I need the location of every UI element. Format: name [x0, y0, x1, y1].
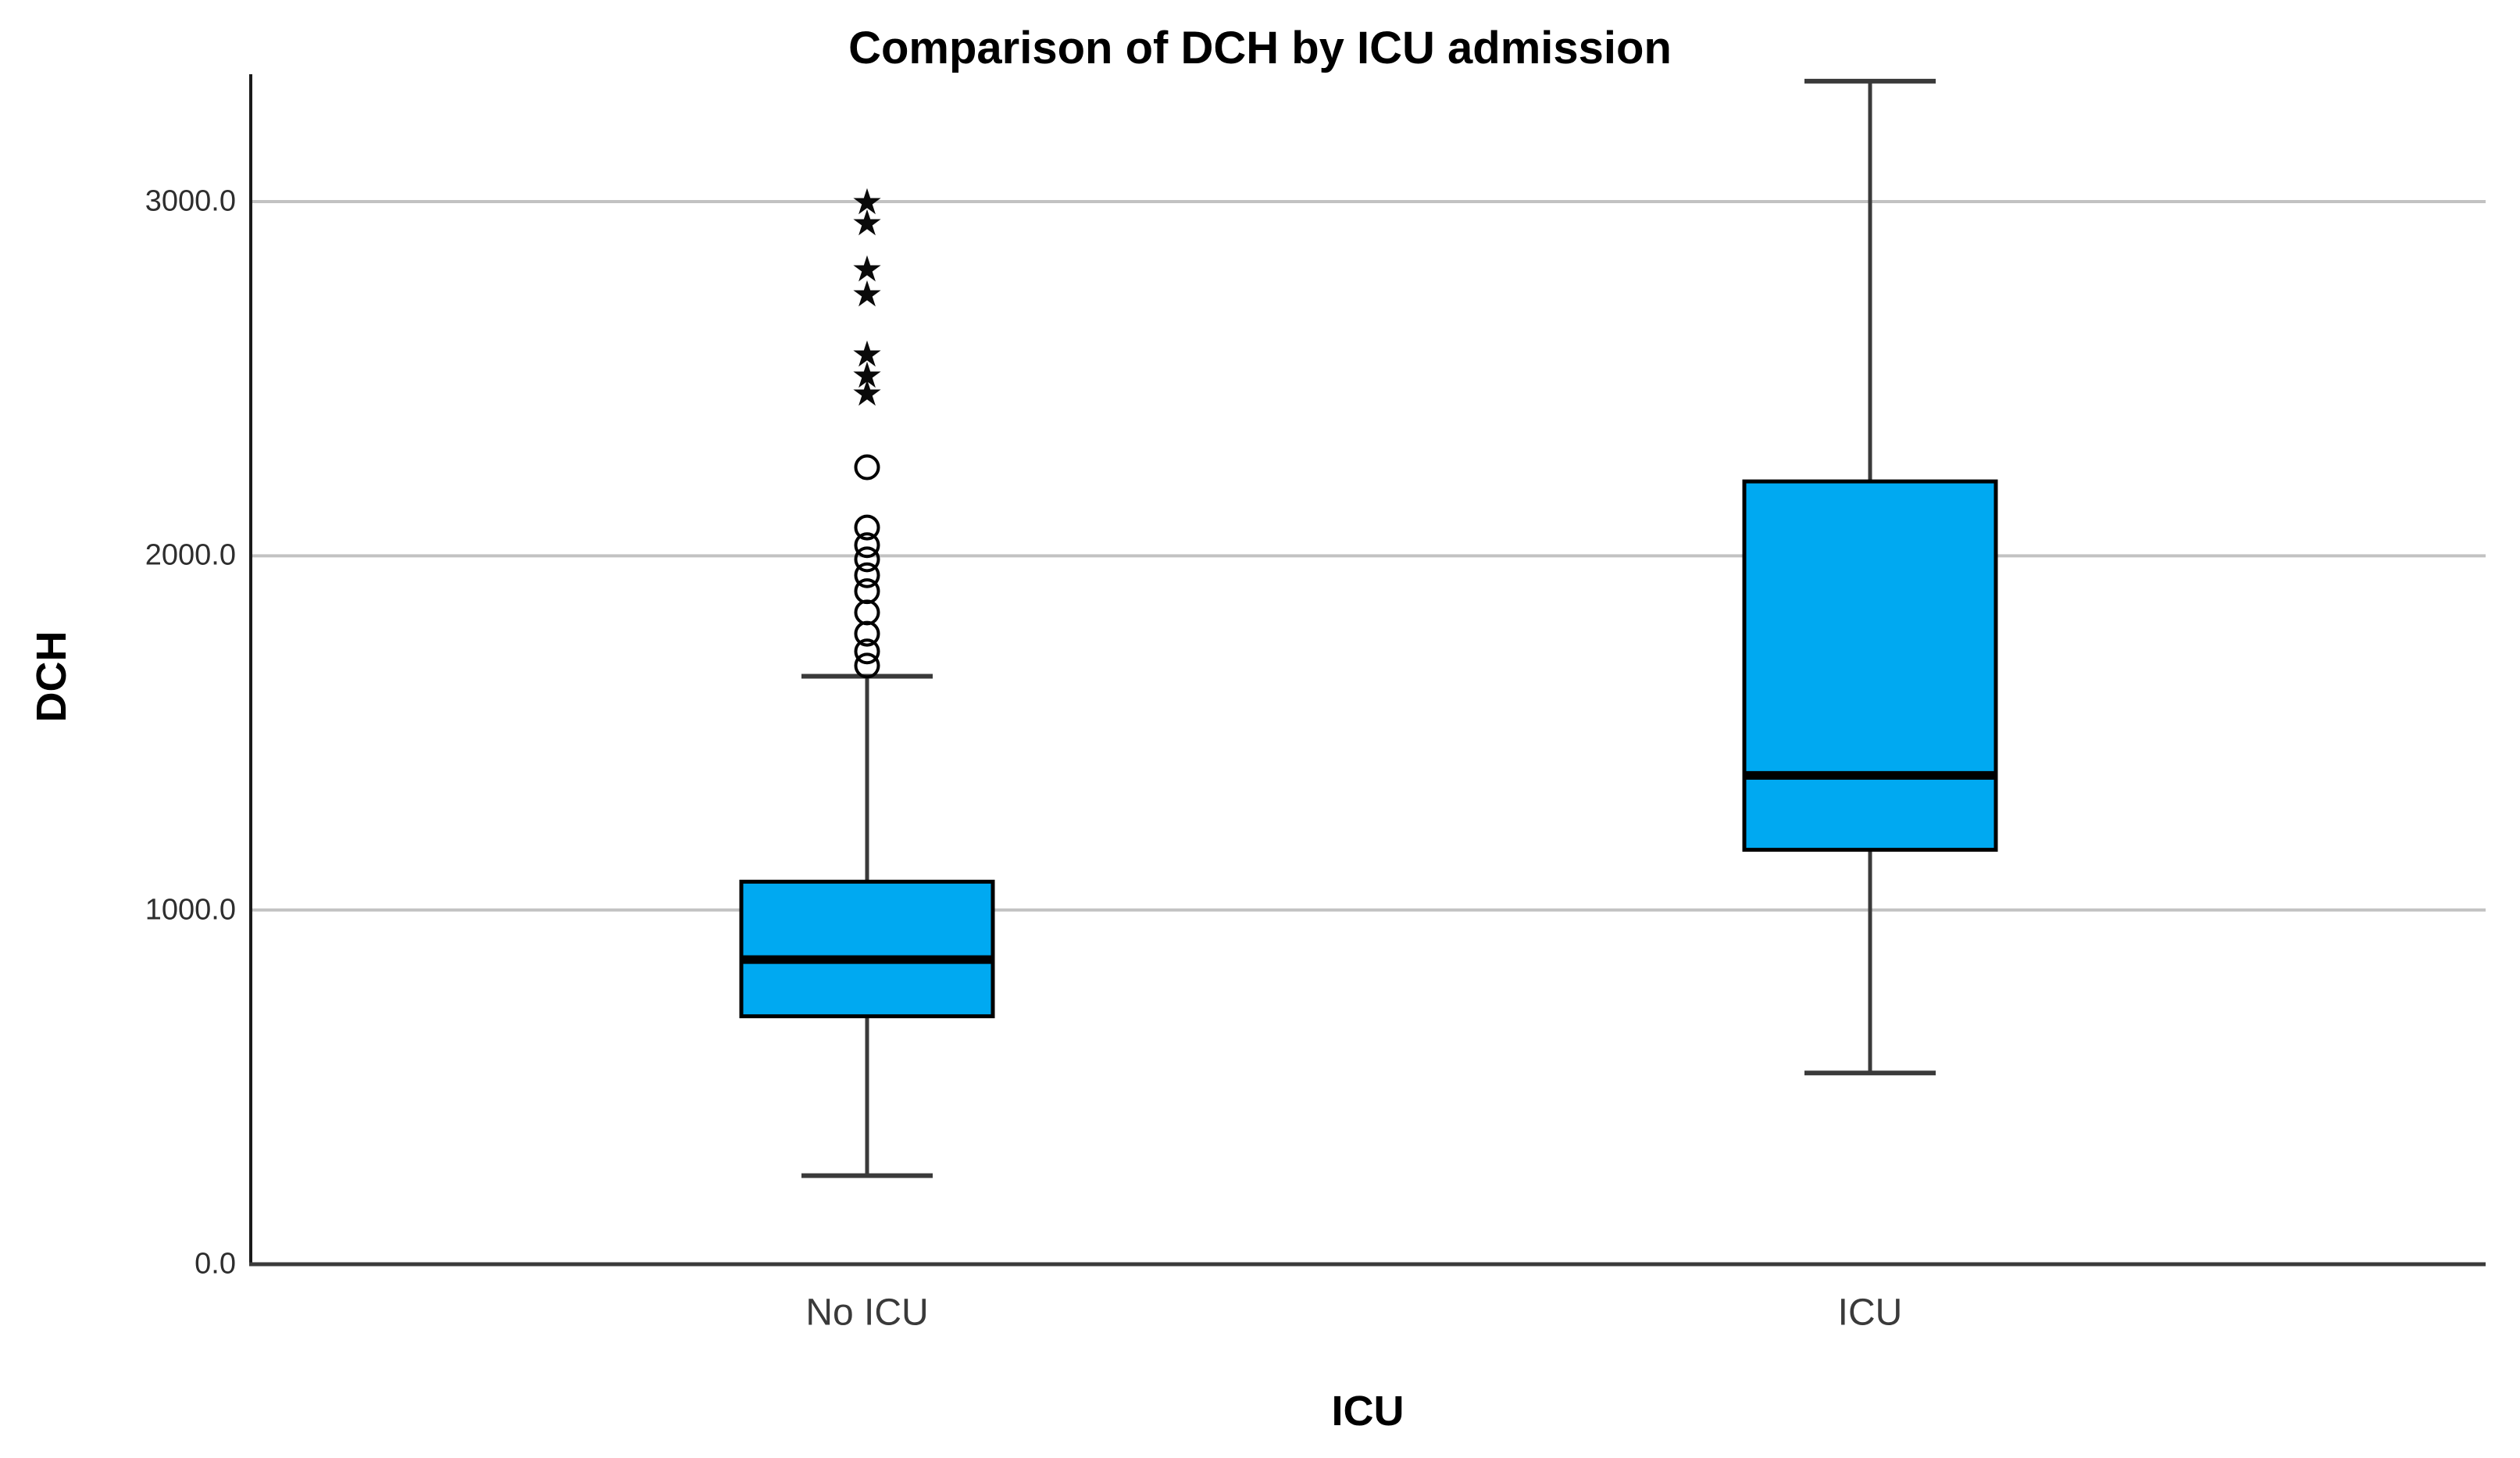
y-tick-label-3000: 3000.0 — [145, 184, 236, 218]
y-axis-title: DCH — [28, 631, 75, 723]
box-icu — [1742, 479, 1998, 852]
chart-title: Comparison of DCH by ICU admission — [848, 23, 1672, 73]
outlier-star: ★ — [851, 202, 883, 244]
outlier-star: ★ — [851, 248, 883, 290]
outlier-star: ★ — [851, 333, 883, 375]
box-no-icu — [739, 879, 995, 1019]
outlier-circle — [854, 638, 880, 665]
y-tick-label-2000: 2000.0 — [145, 538, 236, 572]
outlier-circle — [854, 546, 880, 573]
outlier-circle — [854, 652, 880, 679]
outlier-circle — [854, 578, 880, 605]
x-axis-title: ICU — [1331, 1388, 1405, 1435]
y-tick-label-1000: 1000.0 — [145, 893, 236, 927]
y-tick-label-0: 0.0 — [195, 1247, 236, 1281]
outlier-circle — [854, 562, 880, 588]
outlier-circle — [854, 514, 880, 541]
category-label-no-icu: No ICU — [805, 1292, 929, 1334]
category-label-icu: ICU — [1837, 1292, 1903, 1334]
outlier-circle — [854, 454, 880, 481]
outlier-circle — [854, 532, 880, 559]
outlier-circle — [854, 599, 880, 626]
outlier-star: ★ — [851, 372, 883, 414]
outlier-star: ★ — [851, 180, 883, 223]
outlier-star: ★ — [851, 354, 883, 396]
outlier-star: ★ — [851, 273, 883, 315]
